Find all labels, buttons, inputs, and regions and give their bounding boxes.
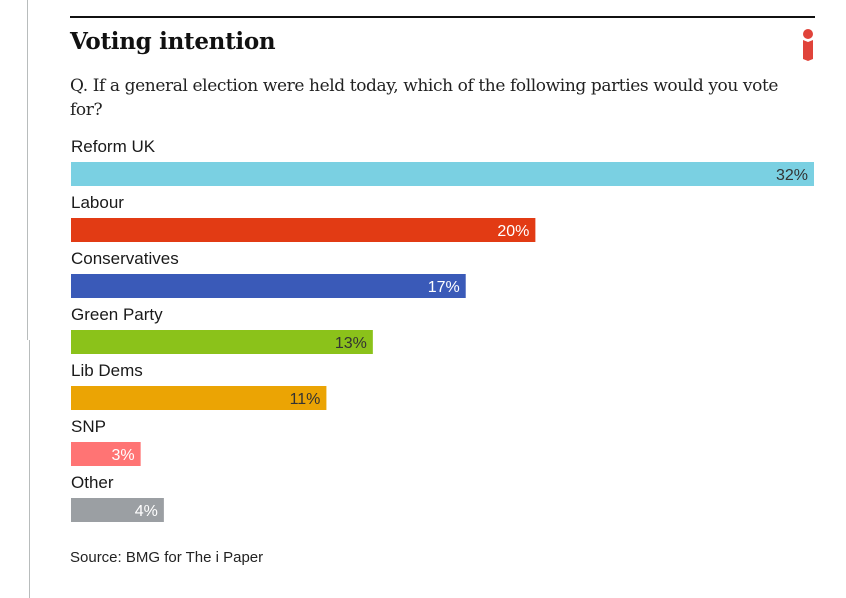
value-label: 17%: [428, 279, 460, 296]
bar: [71, 442, 141, 466]
bar-row: Conservatives 17%: [71, 249, 466, 298]
header-rule: [70, 16, 815, 18]
category-label: SNP: [71, 417, 106, 436]
bar: [71, 386, 327, 410]
value-label: 20%: [497, 223, 529, 240]
bar-row: Lib Dems 11%: [71, 361, 327, 410]
bar: [71, 162, 814, 186]
value-label: 11%: [290, 391, 321, 408]
source-note: Source: BMG for The i Paper: [70, 549, 264, 566]
logo-stem: [803, 40, 813, 61]
bar: [71, 330, 373, 354]
survey-question: Q. If a general election were held today…: [70, 76, 779, 120]
i-paper-logo-icon: [803, 29, 813, 61]
category-label: Lib Dems: [71, 361, 143, 380]
value-label: 3%: [112, 447, 135, 464]
bar: [71, 274, 466, 298]
category-label: Labour: [71, 193, 124, 212]
page-edge-line: [29, 340, 30, 598]
bar: [71, 218, 536, 242]
bar: [71, 498, 164, 522]
bar-row: Green Party 13%: [71, 305, 373, 354]
category-label: Green Party: [71, 305, 163, 324]
category-label: Other: [71, 473, 114, 492]
value-label: 4%: [135, 503, 158, 520]
value-label: 32%: [776, 167, 808, 184]
logo-dot: [803, 29, 813, 39]
category-label: Reform UK: [71, 137, 156, 156]
chart-title: Voting intention: [70, 28, 276, 55]
bar-row: Reform UK 32%: [71, 137, 814, 186]
bar-row: SNP 3%: [71, 417, 141, 466]
bar-row: Labour 20%: [71, 193, 536, 242]
page-edge-line: [27, 0, 28, 340]
value-label: 13%: [335, 335, 367, 352]
category-label: Conservatives: [71, 249, 179, 268]
bar-row: Other 4%: [71, 473, 164, 522]
